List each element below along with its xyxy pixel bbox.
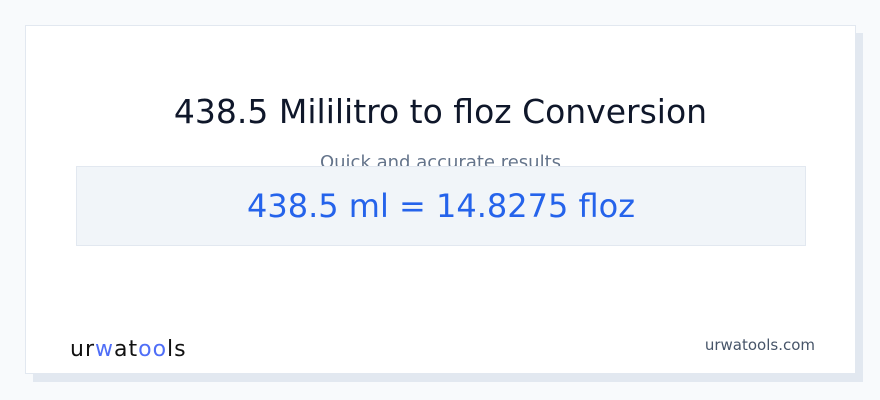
conversion-result: 438.5 ml = 14.8275 floz [76, 166, 806, 246]
urwatools-logo: urwatools [70, 337, 187, 362]
site-name: urwatools.com [704, 336, 815, 354]
conversion-card: 438.5 Mililitro to floz Conversion Quick… [25, 25, 856, 374]
conversion-result-text: 438.5 ml = 14.8275 floz [246, 187, 636, 225]
page-title: 438.5 Mililitro to floz Conversion [173, 92, 708, 131]
